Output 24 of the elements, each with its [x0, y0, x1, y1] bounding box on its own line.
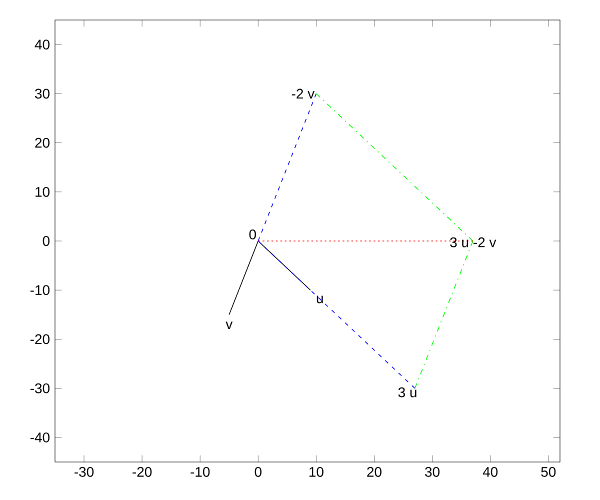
- x-tick-label: 20: [367, 466, 382, 477]
- y-tick-label: 40: [34, 40, 50, 50]
- annotation: 3 u: [398, 387, 416, 398]
- x-tick-label: -30: [74, 466, 94, 477]
- y-tick-label: 10: [36, 186, 50, 197]
- x-tick-label: 0: [254, 466, 262, 477]
- annotation: 0: [249, 229, 256, 240]
- x-tick-label: 50: [541, 466, 556, 477]
- y-tick-label: -20: [30, 334, 50, 344]
- x-tick-label: -20: [132, 466, 152, 477]
- y-tick-label: -40: [30, 432, 50, 442]
- y-tick-label: 20: [35, 138, 50, 148]
- y-tick-label: 30: [35, 88, 50, 99]
- annotation: 3 u -2 v: [450, 237, 496, 248]
- x-tick-label: -10: [190, 466, 210, 477]
- y-tick-label: -10: [30, 285, 50, 296]
- annotation: -2 v: [292, 88, 315, 99]
- annotation: v: [226, 322, 233, 329]
- x-tick-label: 30: [425, 466, 440, 477]
- x-tick-label: 10: [309, 466, 324, 477]
- y-tick-label: 0: [42, 236, 50, 246]
- y-tick-label: -30: [30, 383, 50, 394]
- x-tick-label: 40: [482, 466, 498, 477]
- annotation: u: [316, 296, 323, 304]
